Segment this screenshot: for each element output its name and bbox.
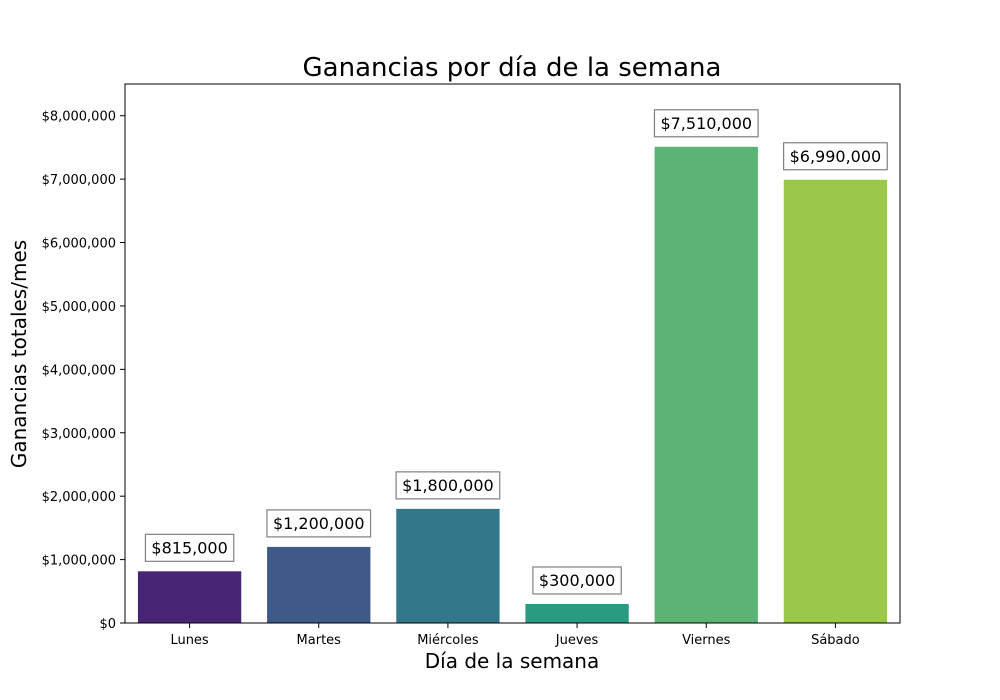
- data-label: $300,000: [539, 571, 615, 590]
- x-tick-label: Miércoles: [417, 633, 479, 648]
- data-label: $815,000: [151, 538, 227, 557]
- y-tick-label: $5,000,000: [42, 300, 116, 315]
- data-label-box: [532, 566, 622, 595]
- data-label: $6,990,000: [790, 147, 882, 166]
- data-label-box: [783, 142, 888, 171]
- data-label-box: [395, 471, 501, 500]
- y-tick-label: $1,000,000: [42, 554, 116, 569]
- data-label-box: [653, 109, 759, 138]
- data-label-box: [266, 509, 372, 538]
- y-tick-label: $4,000,000: [42, 363, 116, 378]
- y-tick-label: $2,000,000: [42, 490, 116, 505]
- y-tick-label: $6,000,000: [42, 237, 116, 252]
- x-tick-label: Viernes: [682, 633, 731, 648]
- data-label: $1,200,000: [273, 514, 365, 533]
- y-axis-label: Ganancias totales/mes: [7, 240, 31, 468]
- x-tick-label: Martes: [297, 633, 342, 648]
- data-label-box: [144, 533, 235, 562]
- plot-frame: [124, 83, 901, 624]
- x-tick-label: Jueves: [555, 633, 599, 648]
- bar-martes: [267, 546, 371, 623]
- bar-jueves: [525, 603, 629, 623]
- x-axis-label: Día de la semana: [425, 649, 600, 673]
- bar-viernes: [654, 146, 758, 623]
- plot-area: $0 $1,000,000 $2,000,000 $3,000,000 $4,000,0…: [42, 83, 901, 648]
- bar-lunes: [137, 571, 242, 623]
- data-label: $1,800,000: [402, 476, 494, 495]
- chart-title: Ganancias por día de la semana: [303, 53, 722, 83]
- x-tick-label: Sábado: [811, 633, 860, 648]
- bar-sábado: [783, 179, 888, 623]
- y-tick-label: $0: [99, 617, 116, 632]
- y-tick-label: $8,000,000: [42, 110, 116, 125]
- y-tick-label: $7,000,000: [42, 173, 116, 188]
- y-tick-label: $3,000,000: [42, 427, 116, 442]
- x-tick-label: Lunes: [170, 633, 208, 648]
- data-label: $7,510,000: [660, 114, 752, 133]
- bar-miércoles: [396, 508, 500, 623]
